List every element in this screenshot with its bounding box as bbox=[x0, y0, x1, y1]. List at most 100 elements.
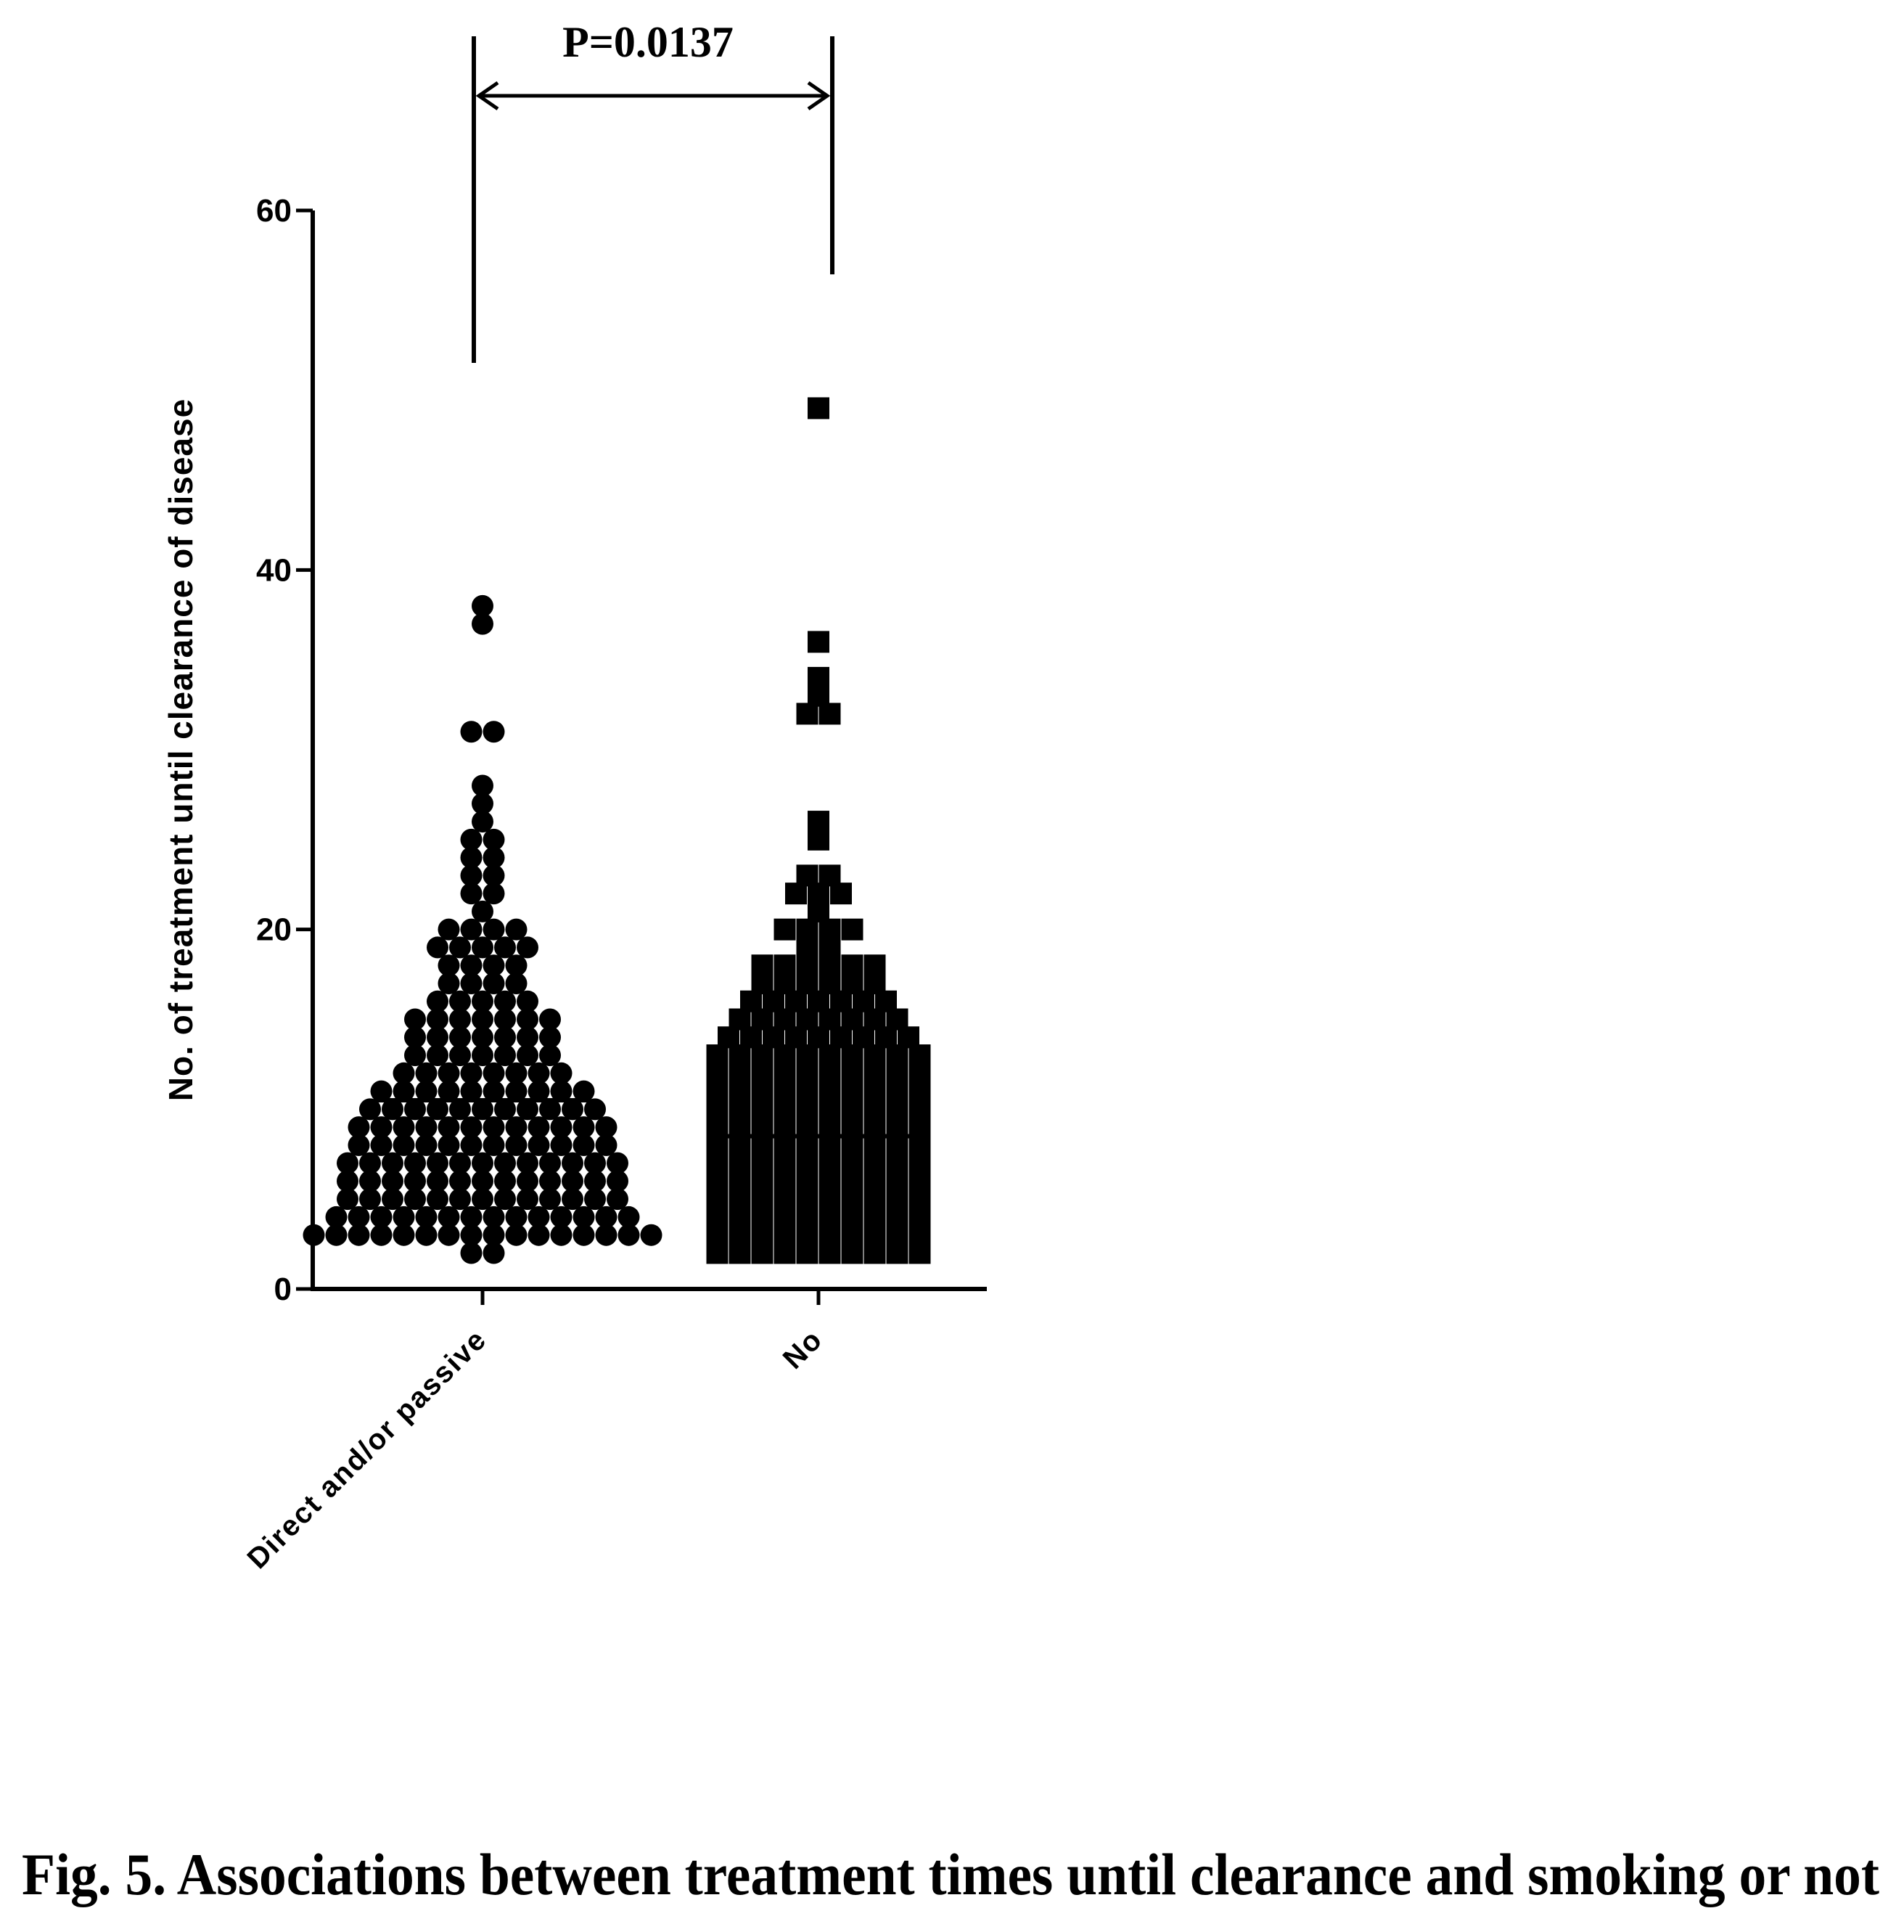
data-point-circle bbox=[393, 1116, 415, 1139]
data-point-circle bbox=[460, 1242, 483, 1264]
data-point-square bbox=[751, 1242, 774, 1264]
y-tick-label: 20 bbox=[256, 912, 292, 948]
data-point-circle bbox=[584, 1188, 606, 1211]
data-point-circle bbox=[472, 1008, 493, 1031]
data-point-circle bbox=[393, 1134, 415, 1156]
data-point-square bbox=[818, 703, 841, 725]
data-point-circle bbox=[438, 1062, 460, 1084]
data-point-square bbox=[774, 1242, 796, 1264]
data-point-circle bbox=[393, 1062, 415, 1084]
data-point-square bbox=[774, 918, 796, 941]
data-point-circle bbox=[427, 1188, 448, 1211]
data-point-circle bbox=[415, 1224, 438, 1246]
data-point-circle bbox=[483, 1242, 505, 1264]
data-point-circle bbox=[460, 864, 483, 887]
data-point-circle bbox=[460, 972, 483, 994]
data-point-circle bbox=[528, 1116, 550, 1139]
data-point-circle bbox=[449, 936, 471, 959]
data-point-circle bbox=[505, 1062, 528, 1084]
data-point-circle bbox=[517, 936, 538, 959]
data-point-circle bbox=[494, 936, 516, 959]
x-axis-ticks: Direct and/or passive No bbox=[241, 1289, 829, 1575]
data-point-circle bbox=[494, 1098, 516, 1121]
data-point-circle bbox=[370, 1134, 393, 1156]
data-point-circle bbox=[528, 1080, 550, 1102]
data-point-circle bbox=[483, 1080, 505, 1102]
data-point-circle bbox=[427, 936, 448, 959]
data-point-circle bbox=[483, 1134, 505, 1156]
data-point-circle bbox=[472, 900, 493, 922]
data-point-circle bbox=[438, 954, 460, 977]
data-point-circle bbox=[449, 1152, 471, 1174]
data-point-circle bbox=[472, 811, 493, 833]
data-point-circle bbox=[460, 1134, 483, 1156]
data-point-circle bbox=[505, 1134, 528, 1156]
data-point-circle bbox=[348, 1134, 370, 1156]
data-point-circle bbox=[359, 1170, 381, 1192]
p-value-label: P=0.0137 bbox=[562, 18, 734, 66]
data-point-circle bbox=[472, 1152, 493, 1174]
data-point-circle bbox=[550, 1062, 573, 1084]
data-point-circle bbox=[494, 1152, 516, 1174]
data-point-circle bbox=[505, 1116, 528, 1139]
data-point-circle bbox=[494, 1170, 516, 1192]
data-point-circle bbox=[483, 1224, 505, 1246]
bracket-arrowhead-left bbox=[475, 81, 499, 111]
data-point-circle bbox=[415, 1134, 438, 1156]
data-point-square bbox=[808, 631, 829, 653]
data-point-circle bbox=[607, 1188, 628, 1211]
data-point-circle bbox=[483, 846, 505, 869]
data-point-circle bbox=[539, 1170, 561, 1192]
data-point-circle bbox=[404, 1152, 426, 1174]
data-point-circle bbox=[483, 828, 505, 851]
x-tick-label: Direct and/or passive bbox=[241, 1323, 493, 1575]
data-point-circle bbox=[438, 1116, 460, 1139]
data-point-circle bbox=[505, 1206, 528, 1228]
data-point-circle bbox=[427, 1008, 448, 1031]
data-point-circle bbox=[303, 1224, 325, 1246]
data-point-circle bbox=[337, 1188, 358, 1211]
data-point-square bbox=[841, 918, 863, 941]
y-tick-label: 60 bbox=[256, 193, 292, 229]
data-point-square bbox=[796, 1242, 818, 1264]
data-point-circle bbox=[460, 1206, 483, 1228]
data-point-circle bbox=[438, 918, 460, 941]
data-point-circle bbox=[573, 1134, 595, 1156]
data-point-circle bbox=[472, 1026, 493, 1049]
data-point-circle bbox=[528, 1224, 550, 1246]
data-point-circle bbox=[562, 1170, 583, 1192]
data-point-circle bbox=[528, 1062, 550, 1084]
figure-caption: Fig. 5. Associations between treatment t… bbox=[22, 1841, 1879, 1907]
data-point-circle bbox=[472, 613, 493, 635]
data-point-circle bbox=[404, 1170, 426, 1192]
data-point-circle bbox=[449, 1044, 471, 1067]
data-point-circle bbox=[325, 1206, 348, 1228]
data-point-circle bbox=[494, 1044, 516, 1067]
data-point-circle bbox=[460, 721, 483, 743]
data-point-circle bbox=[438, 1206, 460, 1228]
data-point-circle bbox=[460, 954, 483, 977]
data-point-circle bbox=[595, 1134, 617, 1156]
data-point-circle bbox=[539, 1098, 561, 1121]
data-point-circle bbox=[573, 1206, 595, 1228]
data-point-circle bbox=[517, 990, 538, 1012]
mean-lines bbox=[377, 1097, 927, 1139]
data-point-circle bbox=[427, 1170, 448, 1192]
data-point-circle bbox=[438, 972, 460, 994]
data-point-circle bbox=[550, 1134, 573, 1156]
data-point-circle bbox=[483, 1062, 505, 1084]
data-point-circle bbox=[472, 1170, 493, 1192]
data-point-circle bbox=[483, 883, 505, 905]
data-point-square bbox=[808, 828, 829, 851]
data-point-circle bbox=[517, 1188, 538, 1211]
data-point-circle bbox=[370, 1224, 393, 1246]
data-point-circle bbox=[483, 918, 505, 941]
data-point-circle bbox=[415, 1206, 438, 1228]
data-point-circle bbox=[415, 1062, 438, 1084]
y-axis-ticks: 0 20 40 60 bbox=[256, 193, 313, 1307]
data-point-circle bbox=[449, 1026, 471, 1049]
data-point-square bbox=[796, 703, 818, 725]
data-point-circle bbox=[427, 1026, 448, 1049]
data-point-circle bbox=[550, 1206, 573, 1228]
data-point-circle bbox=[393, 1224, 415, 1246]
